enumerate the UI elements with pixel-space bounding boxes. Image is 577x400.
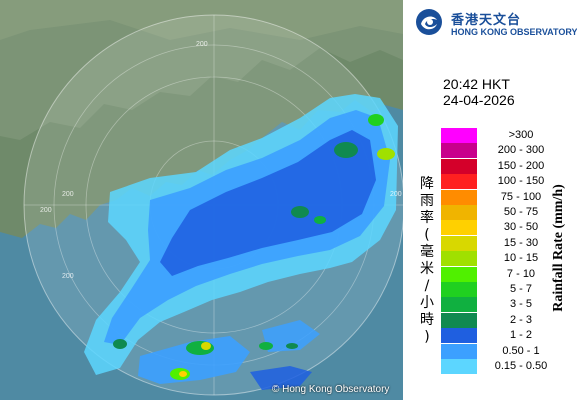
legend-title-zh-char: ( <box>424 227 430 243</box>
copyright-credit: © Hong Kong Observatory <box>272 384 389 395</box>
legend-swatch <box>441 189 477 205</box>
rain-echo-area <box>262 320 320 352</box>
legend-row: 150 - 200 <box>441 158 567 174</box>
radar-map: 200 200 200 200 200 © Hong Kong Observat… <box>0 0 403 400</box>
rain-echo-area <box>138 336 250 384</box>
hko-name-zh: 香港天文台 <box>451 13 522 28</box>
observation-time: 20:42 HKT <box>443 76 510 92</box>
legend-swatch <box>441 235 477 251</box>
hko-name-en: HONG KONG OBSERVATORY <box>451 27 577 37</box>
land-mass <box>0 0 403 40</box>
rain-cell <box>314 216 326 224</box>
legend-label: 0.15 - 0.50 <box>494 360 548 372</box>
legend-title-en: Rainfall Rate (mm/h) <box>551 184 566 312</box>
legend-title-zh-char: 小 <box>420 295 434 311</box>
legend-label: 5 - 7 <box>509 283 532 295</box>
legend-row: 0.15 - 0.50 <box>441 359 567 374</box>
range-ring-label: 200 <box>62 273 74 280</box>
legend-swatch <box>441 220 477 236</box>
legend-row: 5 - 7 <box>441 282 567 297</box>
legend-label: 30 - 50 <box>503 221 539 234</box>
legend-row: 200 - 300 <box>441 143 567 159</box>
legend-row: 100 - 150 <box>441 174 567 190</box>
rain-cell <box>291 206 309 218</box>
legend-row: 50 - 75 <box>441 205 567 220</box>
legend-title-zh-char: 降 <box>420 176 434 192</box>
rain-cell <box>377 148 395 160</box>
legend-title-zh-char: / <box>424 278 430 294</box>
legend-row: 1 - 2 <box>441 328 567 344</box>
range-ring-label: 200 <box>62 191 74 198</box>
rain-echo-area <box>160 130 376 276</box>
legend-title-zh-char: ) <box>424 329 430 345</box>
rain-cell <box>259 342 273 350</box>
legend-label: 0.50 - 1 <box>502 344 540 357</box>
legend-swatch <box>441 143 477 159</box>
radar-map-canvas: 200 200 200 200 200 <box>0 0 403 396</box>
legend-title-zh-char: 率 <box>420 210 434 226</box>
legend-row: 3 - 5 <box>441 297 567 313</box>
rain-cell <box>368 114 384 126</box>
legend-swatch <box>441 128 477 143</box>
legend-label: 100 - 150 <box>497 175 545 188</box>
legend-title-zh-char: 雨 <box>420 193 434 209</box>
legend-title-zh: 降雨率(毫米 / 小時) <box>417 176 437 346</box>
legend-row: 30 - 50 <box>441 220 567 236</box>
legend-label: 75 - 100 <box>500 190 542 203</box>
legend-label: >300 <box>508 129 534 141</box>
legend-swatch <box>441 328 477 344</box>
legend-title-zh-char: 時 <box>420 312 434 328</box>
rain-cell <box>334 142 358 158</box>
legend-row: 75 - 100 <box>441 189 567 205</box>
rain-cell <box>179 371 187 377</box>
hko-emblem-icon <box>416 9 442 35</box>
radar-coverage-ring <box>23 14 403 396</box>
legend-title-zh-char: 毫 <box>420 244 434 260</box>
legend-swatch <box>441 158 477 174</box>
credit-text: © Hong Kong Observatory <box>272 384 390 395</box>
rain-cell <box>201 342 211 350</box>
rain-echoes <box>84 94 398 390</box>
legend-swatch <box>441 282 477 297</box>
rain-cell <box>113 339 127 349</box>
legend-label: 15 - 30 <box>503 236 539 249</box>
legend-label: 2 - 3 <box>509 313 532 326</box>
hko-emblem-dot <box>427 19 433 25</box>
rain-cell <box>286 343 298 349</box>
legend-swatch <box>441 205 477 220</box>
legend-swatch <box>441 266 477 282</box>
legend-swatch <box>441 297 477 313</box>
legend-row: 10 - 15 <box>441 251 567 267</box>
legend-swatch <box>441 343 477 359</box>
hko-emblem-swirl <box>421 16 437 30</box>
legend-swatch <box>441 174 477 190</box>
legend-swatch <box>441 251 477 267</box>
legend-swatch <box>441 312 477 328</box>
legend-row: 7 - 10 <box>441 266 567 282</box>
legend-label: 3 - 5 <box>509 298 532 311</box>
observation-date: 24-04-2026 <box>443 92 515 108</box>
legend-label: 7 - 10 <box>506 267 536 280</box>
legend-row: 15 - 30 <box>441 235 567 251</box>
legend-label: 50 - 75 <box>503 206 539 218</box>
legend-title-zh-char: 米 <box>420 261 434 277</box>
legend-swatch <box>441 359 477 374</box>
legend-row: >300 <box>441 128 567 143</box>
legend-label: 150 - 200 <box>497 159 545 172</box>
range-ring-label: 200 <box>196 41 208 48</box>
hko-logo[interactable]: 香港天文台 HONG KONG OBSERVATORY <box>415 8 577 40</box>
rain-echo-area <box>250 366 312 390</box>
legend-label: 10 - 15 <box>503 252 539 265</box>
legend-label: 200 - 300 <box>497 144 545 157</box>
legend-row: 2 - 3 <box>441 312 567 328</box>
range-ring-label: 200 <box>40 207 52 214</box>
legend-row: 0.50 - 1 <box>441 343 567 359</box>
range-ring-label: 200 <box>390 191 402 198</box>
info-panel: 香港天文台 HONG KONG OBSERVATORY 20:42 HKT 24… <box>403 0 577 400</box>
legend-label: 1 - 2 <box>509 329 532 342</box>
